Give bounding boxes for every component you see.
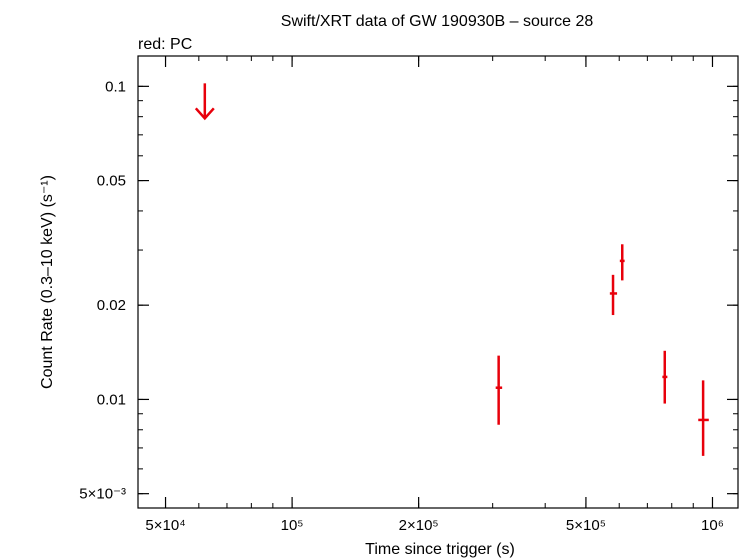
y-tick-label: 5×10⁻³ xyxy=(79,486,126,503)
upper-limit-arrow xyxy=(194,83,215,121)
data-layer xyxy=(194,83,709,456)
plot-frame xyxy=(137,55,739,509)
data-point xyxy=(662,350,668,404)
x-tick-label: 2×10⁵ xyxy=(399,517,439,534)
x-tick-label: 10⁵ xyxy=(281,517,304,534)
y-tick-label: 0.02 xyxy=(97,297,126,314)
data-point xyxy=(609,274,618,316)
y-tick-label: 0.01 xyxy=(97,391,126,408)
y-tick-label: 0.05 xyxy=(97,173,126,190)
x-tick-label: 10⁶ xyxy=(701,517,724,534)
x-tick-label: 5×10⁴ xyxy=(145,517,185,534)
data-point xyxy=(698,380,709,456)
x-axis-label: Time since trigger (s) xyxy=(365,541,515,558)
y-tick-label: 0.1 xyxy=(105,78,126,95)
chart-title: Swift/XRT data of GW 190930B – source 28 xyxy=(281,13,594,30)
data-point xyxy=(495,355,503,425)
chart-subtitle: red: PC xyxy=(138,36,192,53)
y-axis-label: Count Rate (0.3–10 keV) (s⁻¹) xyxy=(39,175,56,389)
upper-limit-head xyxy=(194,107,215,121)
x-tick-label: 5×10⁵ xyxy=(566,517,606,534)
axis-ticks: 5×10⁴ 10⁵ 2×10⁵ 5×10⁵ 10⁶ 0.1 0.05 0.02 0.01 5×10… xyxy=(79,56,738,534)
data-point xyxy=(619,244,625,281)
